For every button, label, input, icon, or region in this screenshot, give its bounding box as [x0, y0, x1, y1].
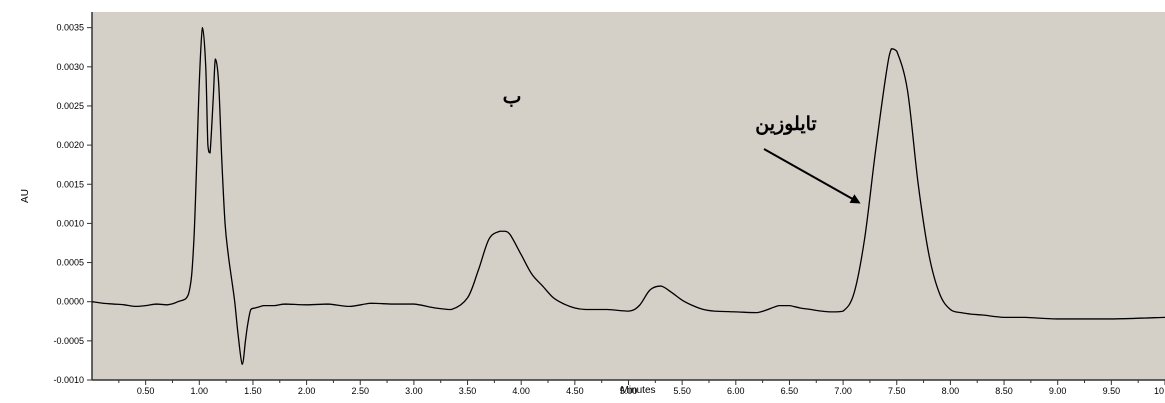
x-tick-label: 1.00 — [191, 386, 209, 396]
annotation-arrow — [763, 148, 861, 204]
y-tick-label: 0.0010 — [56, 218, 84, 228]
x-ticks: 0.50 1.00 1.50 2.00 2.50 3.00 3.50 4.00 4.50 5.00… — [118, 380, 1165, 396]
y-tick-label: 0.0035 — [56, 23, 84, 33]
x-tick-label: 4.00 — [512, 386, 530, 396]
y-ticks: -0.0010 -0.0005 0.0000 0.0005 0.0010 0.0015 0.… — [53, 23, 92, 385]
x-tick-label: 10 — [1154, 386, 1164, 396]
y-tick-label: 0.0020 — [56, 140, 84, 150]
x-tick-label: 3.00 — [405, 386, 423, 396]
annotation-peak-label: تايلوزين — [755, 114, 816, 135]
y-tick-label: 0.0000 — [56, 297, 84, 307]
y-tick-label: 0.0015 — [56, 179, 84, 189]
x-tick-label: 5.00 — [620, 386, 638, 396]
x-axis-label: Minutes — [620, 385, 655, 396]
x-tick-label: 3.50 — [459, 386, 477, 396]
annotation-panel-letter: ب — [503, 86, 522, 108]
y-axis-label: AU — [20, 189, 31, 203]
x-tick-label: 8.00 — [942, 386, 960, 396]
y-tick-label: 0.0030 — [56, 62, 84, 72]
plot-area — [92, 12, 1165, 380]
x-tick-label: 9.50 — [1103, 386, 1121, 396]
x-tick-label: 2.50 — [351, 386, 369, 396]
x-tick-label: 0.50 — [137, 386, 155, 396]
series-layer — [91, 27, 1165, 365]
x-tick-label: 6.00 — [727, 386, 745, 396]
x-tick-label: 9.00 — [1049, 386, 1067, 396]
series-line — [91, 27, 1165, 365]
y-tick-label: 0.0025 — [56, 101, 84, 111]
x-tick-label: 5.50 — [673, 386, 691, 396]
x-tick-label: 7.00 — [834, 386, 852, 396]
x-tick-label: 7.50 — [888, 386, 906, 396]
x-tick-label: 1.50 — [244, 386, 262, 396]
x-tick-label: 6.50 — [781, 386, 799, 396]
y-tick-label: 0.0005 — [56, 258, 84, 268]
y-tick-label: -0.0005 — [53, 336, 84, 346]
x-tick-label: 4.50 — [566, 386, 584, 396]
x-tick-label: 8.50 — [995, 386, 1013, 396]
y-tick-label: -0.0010 — [53, 375, 84, 385]
x-tick-label: 2.00 — [298, 386, 316, 396]
